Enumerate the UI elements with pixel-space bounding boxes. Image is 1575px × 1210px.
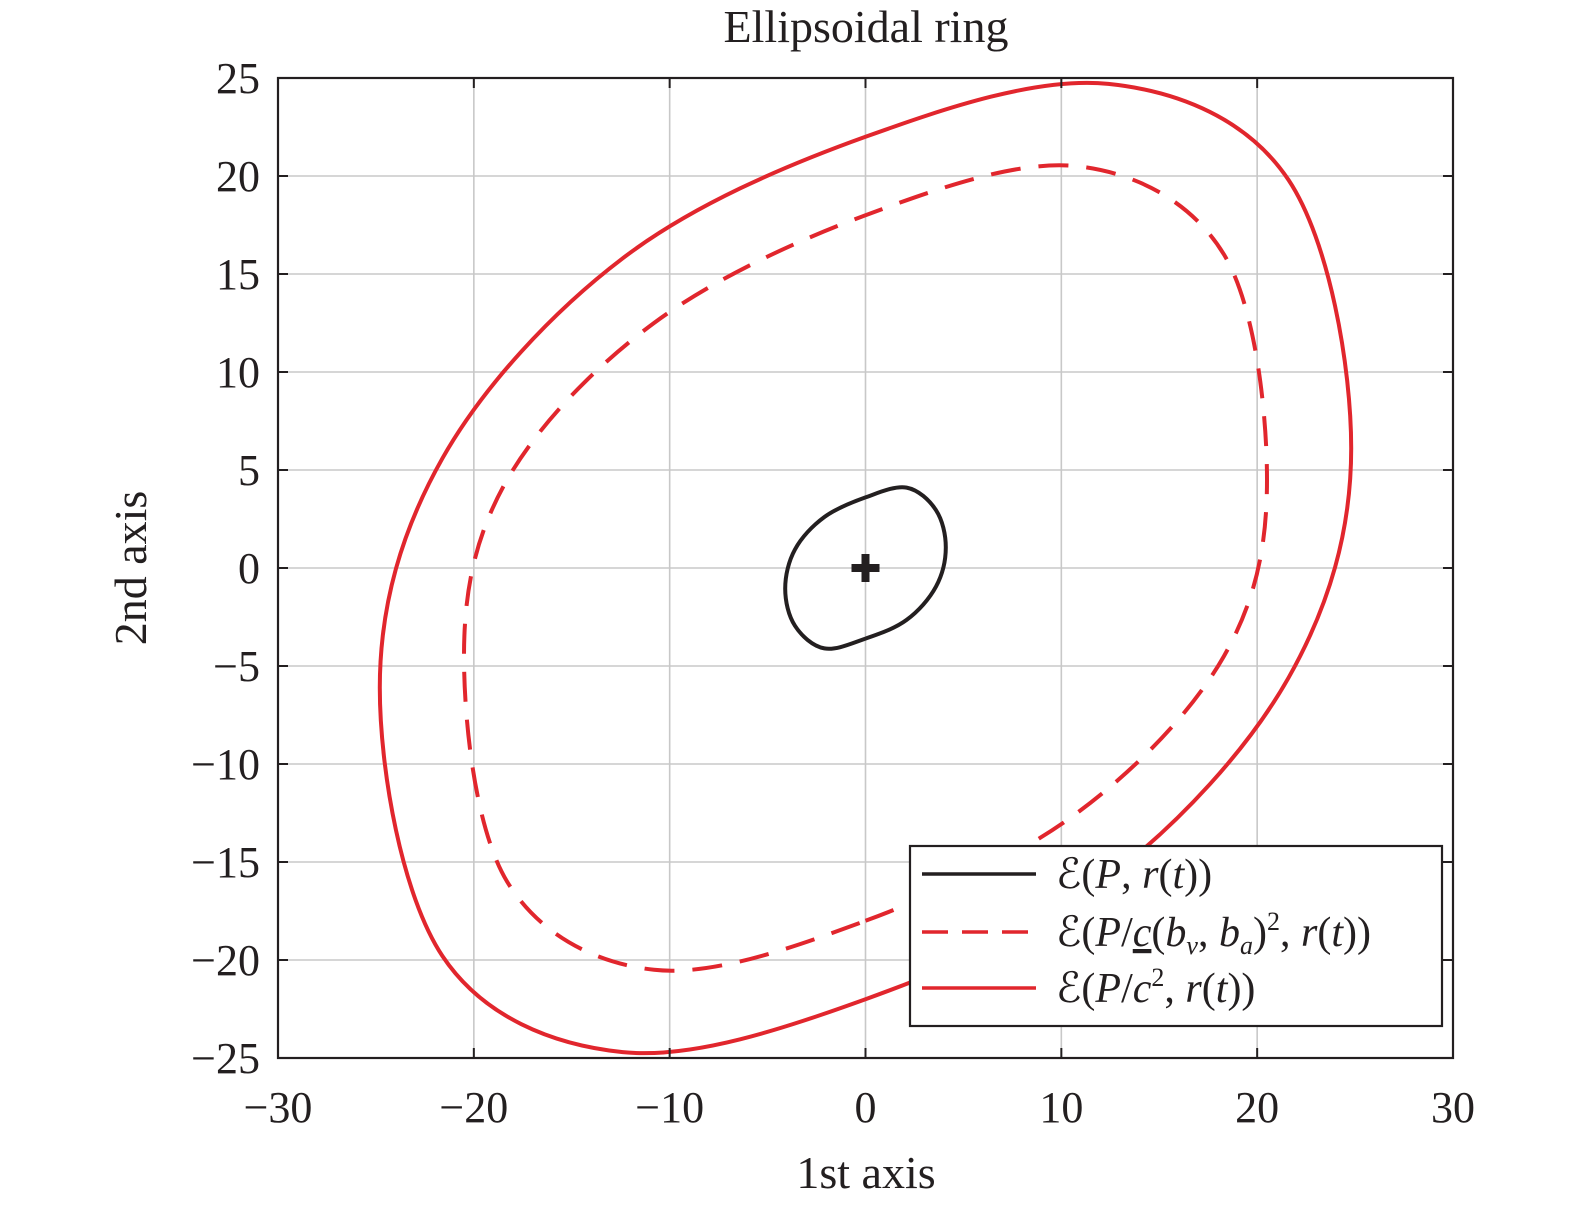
x-tick-label-2: −10: [635, 1083, 704, 1132]
chart-title: Ellipsoidal ring: [724, 1, 1009, 52]
x-axis-label: 1st axis: [796, 1147, 935, 1198]
y-tick-label-1: −20: [191, 936, 260, 985]
y-tick-label-5: 0: [238, 544, 260, 593]
center-marker-layer: [851, 554, 880, 582]
series-layer: [377, 80, 1354, 1056]
x-tick-label-1: −20: [439, 1083, 508, 1132]
legend-box: [908, 844, 1444, 1028]
legend: ℰ(P, r(t)) ℰ(P/c(bv, ba)2, r(t)) ℰ(P/c2,…: [908, 844, 1444, 1028]
y-tick-label-10: 25: [216, 54, 260, 103]
y-tick-label-3: −10: [191, 740, 260, 789]
y-tick-label-4: −5: [213, 642, 260, 691]
series-2-curve: [377, 80, 1354, 1056]
tick-labels: −30 −20 −10 0 10 20 30 −25 −20 −15 −10 −5 0 5 10 15 20 25: [191, 54, 1475, 1132]
y-tick-label-2: −15: [191, 838, 260, 887]
legend-label-2: ℰ(P/c(bv, ba)2, r(t)): [1056, 907, 1371, 960]
series-0-curve: [783, 485, 948, 651]
y-axis-label: 2nd axis: [105, 491, 156, 646]
series-1-curve: [461, 163, 1270, 973]
y-tick-label-6: 5: [238, 446, 260, 495]
x-tick-label-5: 20: [1235, 1083, 1279, 1132]
y-tick-label-7: 10: [216, 348, 260, 397]
x-tick-label-4: 10: [1039, 1083, 1083, 1132]
legend-label-1: ℰ(P, r(t)): [1056, 852, 1212, 898]
y-tick-label-0: −25: [191, 1034, 260, 1083]
legend-label-3: ℰ(P/c2, r(t)): [1056, 963, 1255, 1012]
y-tick-label-9: 20: [216, 152, 260, 201]
x-tick-label-0: −30: [244, 1083, 313, 1132]
y-tick-label-8: 15: [216, 250, 260, 299]
axis-ticks: [277, 77, 1454, 1059]
x-tick-label-6: 30: [1431, 1083, 1475, 1132]
x-tick-label-3: 0: [855, 1083, 877, 1132]
